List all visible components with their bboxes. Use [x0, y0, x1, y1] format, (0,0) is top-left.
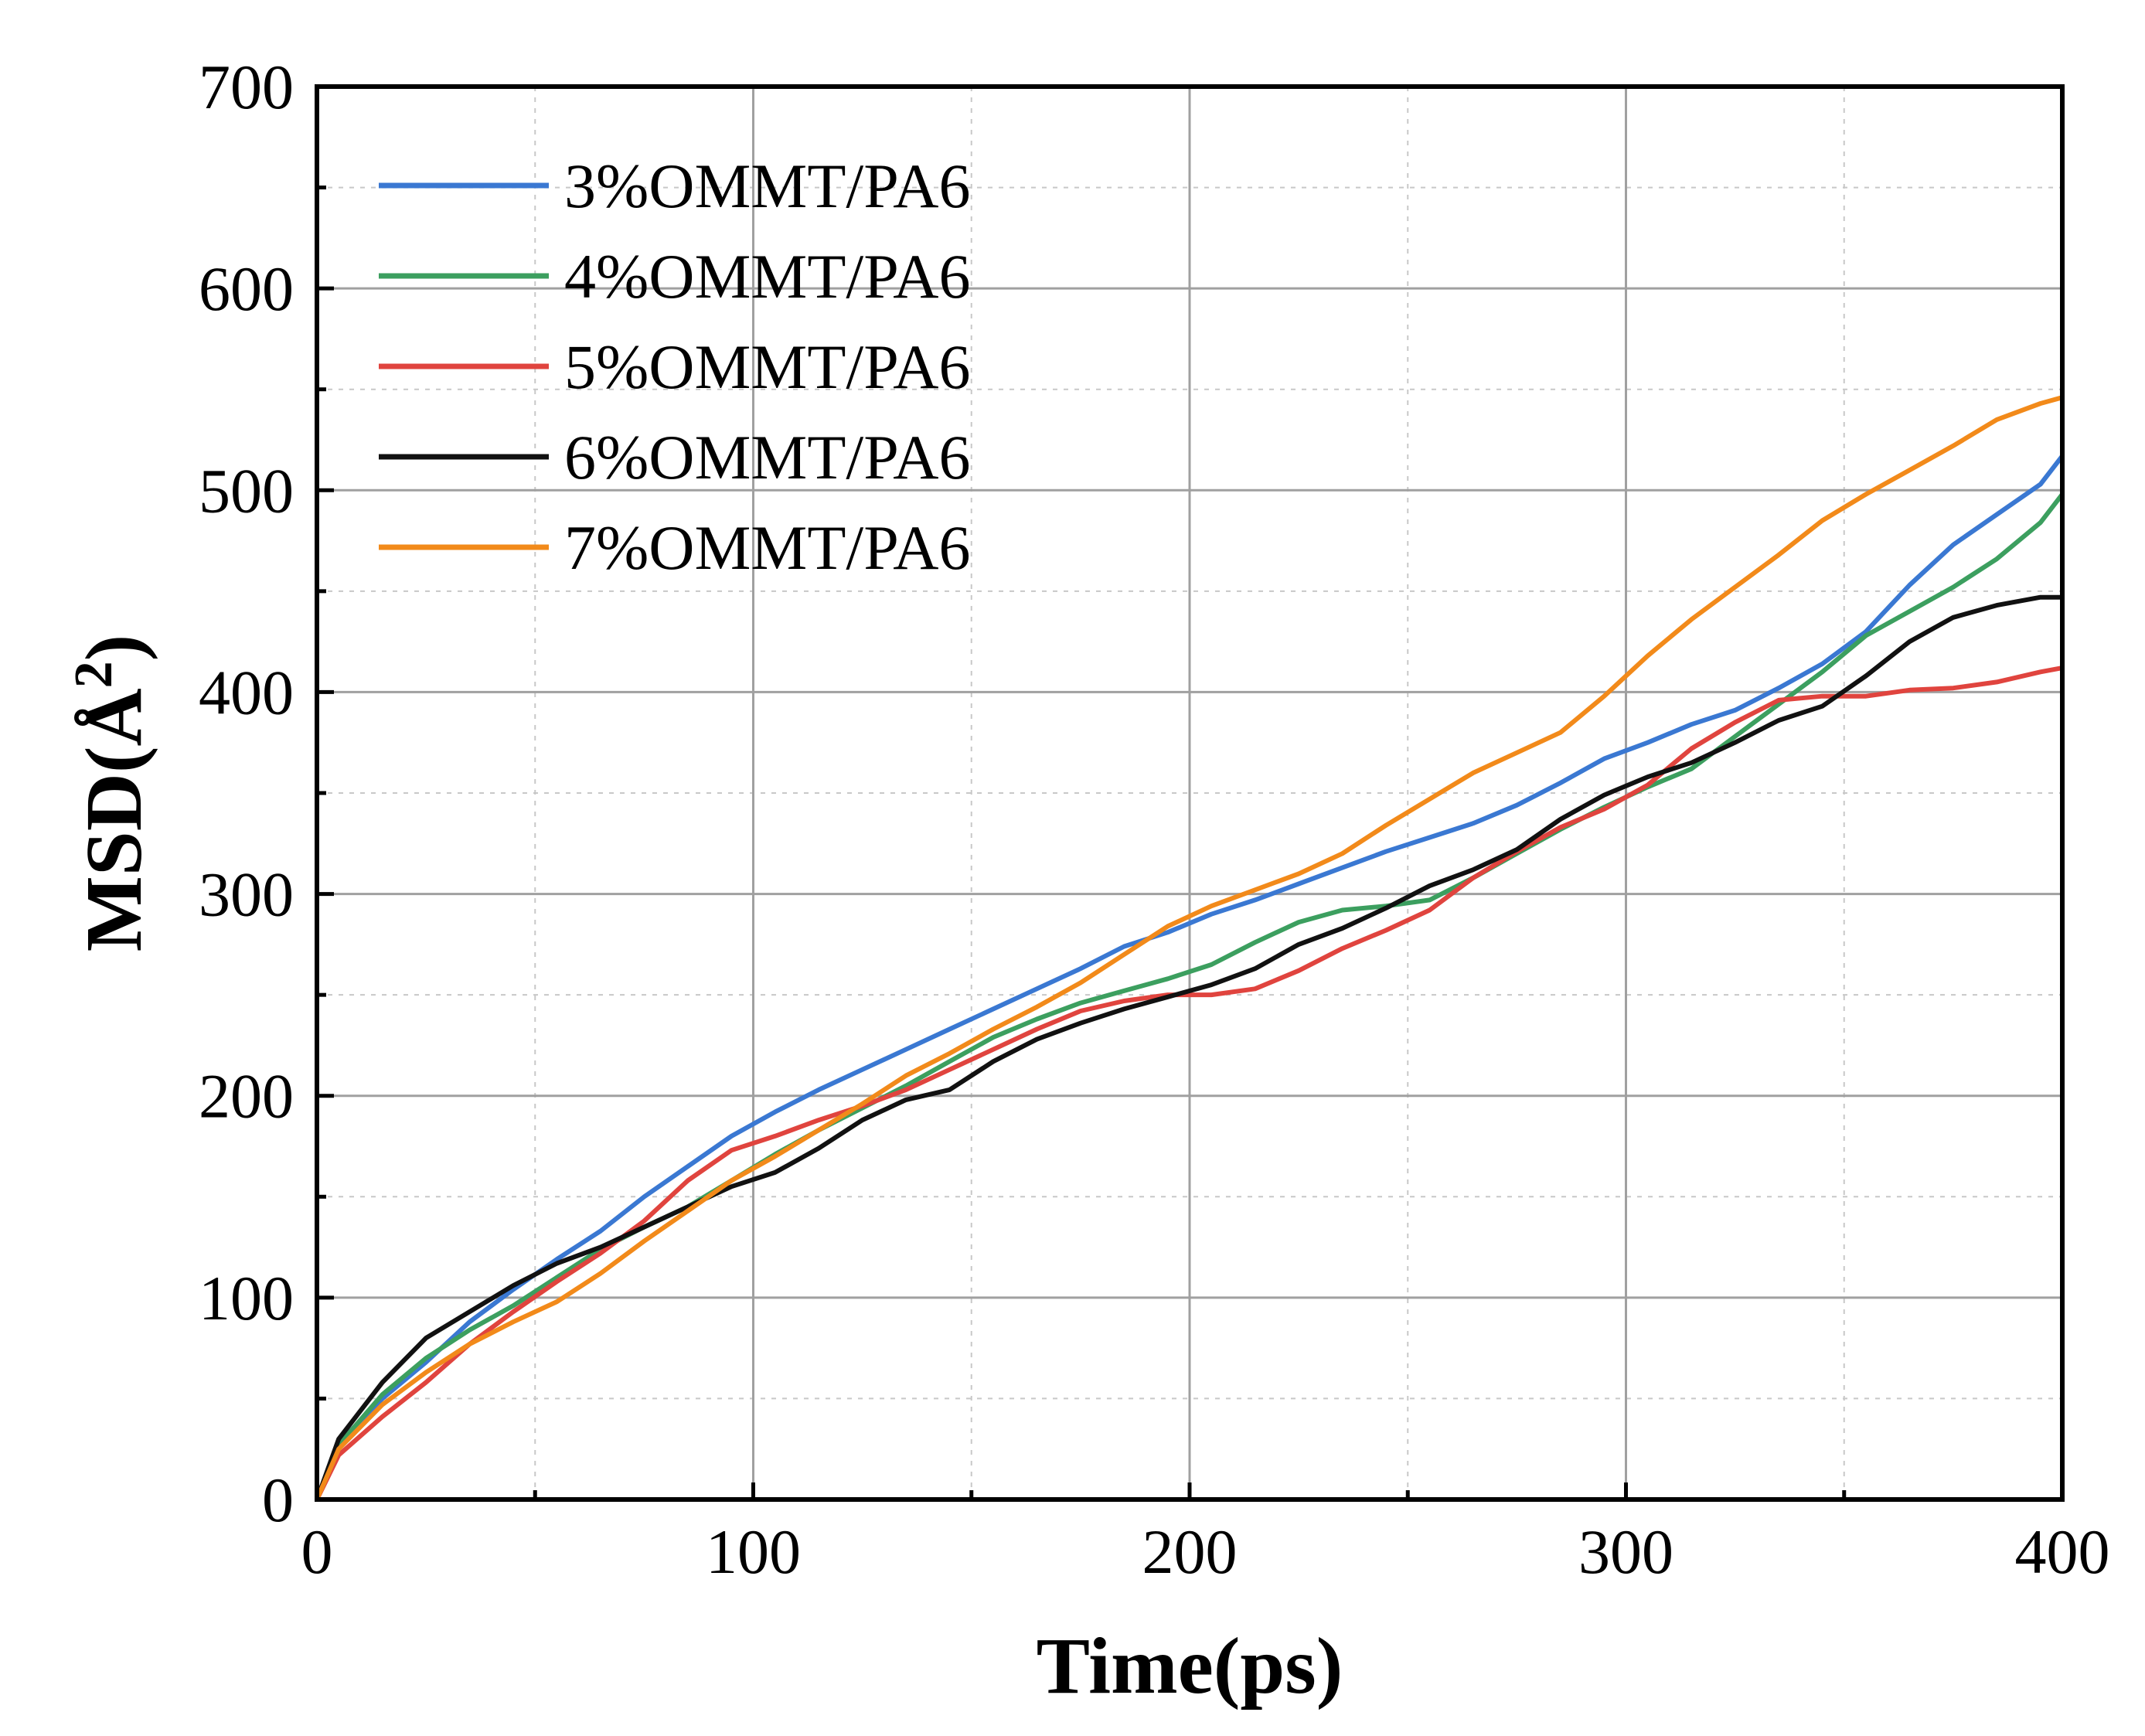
legend-label: 6%OMMT/PA6	[564, 422, 971, 492]
x-tick-label: 0	[301, 1516, 333, 1587]
x-axis-title: Time(ps)	[1037, 1622, 1343, 1710]
legend-label: 3%OMMT/PA6	[564, 151, 971, 221]
y-tick-label: 300	[199, 859, 294, 930]
y-tick-label: 400	[199, 657, 294, 727]
y-tick-label: 500	[199, 455, 294, 526]
y-tick-label: 0	[262, 1465, 294, 1535]
y-tick-label: 100	[199, 1263, 294, 1333]
y-axis-title-group: MSD(Å2)	[64, 635, 158, 951]
axis-ticks: 0 100 200 300 400 0 100 200 300 400 500 600 700	[199, 52, 2110, 1587]
legend-label: 5%OMMT/PA6	[564, 332, 971, 402]
x-tick-label: 200	[1142, 1516, 1238, 1587]
y-tick-label: 200	[199, 1061, 294, 1132]
series-line-7pct	[315, 395, 2065, 1502]
x-tick-label: 300	[1578, 1516, 1673, 1587]
x-tick-label: 100	[706, 1516, 801, 1587]
legend-label: 7%OMMT/PA6	[564, 512, 971, 583]
legend-label: 4%OMMT/PA6	[564, 241, 971, 311]
series-group	[315, 395, 2065, 1502]
y-axis-title-superscript: 2	[64, 661, 124, 688]
series-line-3pct	[315, 453, 2065, 1502]
y-axis-title-close: )	[70, 635, 158, 662]
series-line-6pct	[315, 594, 2065, 1502]
series-line-5pct	[315, 665, 2065, 1502]
legend: 3%OMMT/PA6 4%OMMT/PA6 5%OMMT/PA6 6%OMMT/PA6…	[379, 151, 971, 583]
y-axis-title-main: MSD(Å	[70, 688, 158, 951]
y-tick-label: 600	[199, 254, 294, 324]
y-tick-label: 700	[199, 52, 294, 122]
x-tick-label: 400	[2015, 1516, 2110, 1587]
y-axis-title: MSD(Å2)	[64, 635, 158, 951]
